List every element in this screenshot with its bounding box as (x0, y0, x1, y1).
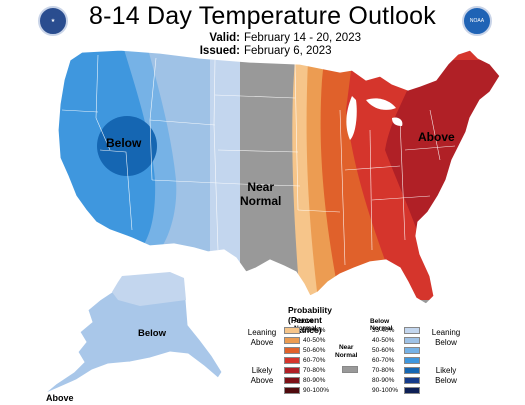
legend-near-normal-line1: Near (338, 344, 354, 351)
legend-likely-below: Likely Below (428, 366, 464, 386)
legend-title: Probability (Percent Chance) (288, 305, 332, 335)
legend-below-range: 33-40% (372, 326, 395, 334)
legend-above-swatch (284, 327, 300, 334)
legend-below-header: Below Normal (370, 318, 393, 332)
legend-above-swatch (284, 357, 300, 364)
legend-above-range: 60-70% (303, 356, 326, 364)
label-below-alaska: Below (138, 328, 166, 339)
legend-above-header: Above Normal (294, 318, 317, 332)
legend-below-swatch (404, 357, 420, 364)
legend-near-normal-line2: Normal (335, 352, 358, 359)
legend-below-swatch (404, 337, 420, 344)
issued-value: February 6, 2023 (244, 45, 332, 57)
legend-below-range: 60-70% (372, 356, 395, 364)
issued-date: Issued: February 6, 2023 (196, 45, 332, 57)
legend-near-normal: Near Normal (335, 344, 357, 360)
legend-likely-below-line1: Likely (435, 366, 457, 375)
legend-above-range: 40-50% (303, 336, 326, 344)
lake-michigan (346, 96, 403, 140)
legend-likely-above-line1: Likely (251, 366, 273, 375)
legend-above-swatch (284, 367, 300, 374)
legend-below-range: 90-100% (372, 386, 399, 394)
legend-below-swatch (404, 367, 420, 374)
valid-value: February 14 - 20, 2023 (244, 32, 361, 44)
legend-above-swatch (284, 337, 300, 344)
legend-below-swatch (404, 347, 420, 354)
legend-above-range: 90-100% (303, 386, 330, 394)
legend-above-swatch (284, 377, 300, 384)
legend-below-range: 40-50% (372, 336, 395, 344)
label-near-normal-line1: Near (247, 180, 275, 194)
legend-near-normal-swatch (342, 366, 358, 373)
page-title: 8-14 Day Temperature Outlook (89, 2, 436, 30)
legend-above-swatch (284, 347, 300, 354)
legend-likely-above-line2: Above (250, 376, 274, 385)
label-above-east: Above (418, 130, 455, 144)
legend-above-range: 70-80% (303, 366, 326, 374)
valid-label: Valid: (209, 32, 240, 44)
noaa-logo-text: NOAA (469, 18, 485, 24)
label-below-west: Below (106, 136, 142, 150)
state-borders (61, 54, 456, 266)
legend-leaning-above-line2: Above (250, 338, 274, 347)
legend-leaning-above: Leaning Above (244, 328, 280, 348)
legend-above-range: 50-60% (303, 346, 326, 354)
label-near-normal-line2: Normal (240, 194, 282, 208)
legend-below-swatch (404, 327, 420, 334)
legend-below-range: 80-90% (372, 376, 395, 384)
legend-leaning-above-line1: Leaning (247, 328, 277, 337)
legend-leaning-below: Leaning Below (428, 328, 464, 348)
legend-below-range: 50-60% (372, 346, 395, 354)
legend-above-range: 33-40% (303, 326, 326, 334)
legend-likely-below-line2: Below (435, 376, 457, 385)
issued-label: Issued: (199, 45, 240, 57)
noaa-logo-icon: NOAA (462, 6, 492, 36)
legend-likely-above: Likely Above (244, 366, 280, 386)
legend-below-swatch (404, 377, 420, 384)
conus-outline (57, 49, 501, 305)
legend-above-swatch (284, 387, 300, 394)
legend-leaning-below-line2: Below (435, 338, 457, 347)
alaska-map (43, 271, 223, 395)
valid-dates: Valid: February 14 - 20, 2023 (196, 32, 361, 44)
label-near-normal: Near Normal (240, 180, 281, 208)
label-above-alaska: Above (46, 393, 74, 403)
legend-leaning-below-line1: Leaning (431, 328, 461, 337)
legend-below-range: 70-80% (372, 366, 395, 374)
legend-above-range: 80-90% (303, 376, 326, 384)
doc-seal-icon: ★ (38, 6, 68, 36)
legend-below-swatch (404, 387, 420, 394)
